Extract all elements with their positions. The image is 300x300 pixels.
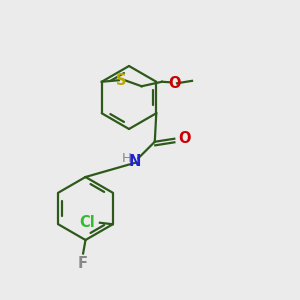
Text: Cl: Cl — [79, 215, 95, 230]
Text: O: O — [178, 130, 191, 146]
Text: S: S — [116, 73, 127, 88]
Text: F: F — [78, 256, 88, 272]
Text: H: H — [122, 152, 132, 165]
Text: N: N — [129, 154, 142, 169]
Text: O: O — [168, 76, 180, 91]
